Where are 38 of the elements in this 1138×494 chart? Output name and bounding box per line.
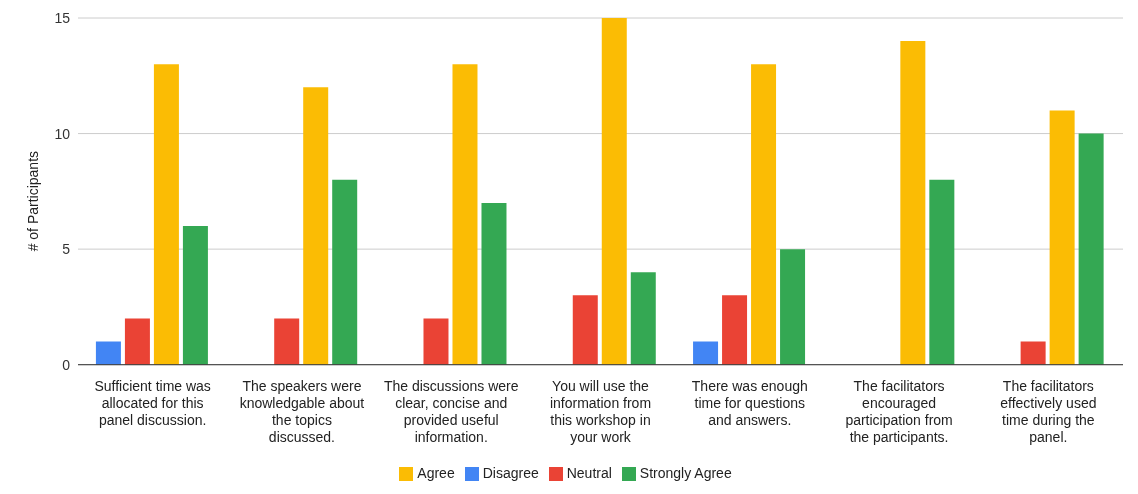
bar xyxy=(153,64,179,365)
x-tick-label: The facilitators encouraged participation from the participants. xyxy=(845,377,953,445)
x-tick-label: There was enough time for questions and answers. xyxy=(691,377,808,428)
x-tick-label: The discussions were clear, concise and provided useful information. xyxy=(383,377,519,445)
bar xyxy=(303,87,329,365)
bar xyxy=(751,64,777,365)
y-tick-label: 0 xyxy=(62,356,71,373)
bar xyxy=(900,41,926,365)
bar xyxy=(693,341,719,365)
bar xyxy=(929,179,955,365)
bar xyxy=(630,272,656,365)
bar xyxy=(95,341,121,365)
legend-label: Agree xyxy=(417,464,455,481)
legend-label: Disagree xyxy=(482,464,539,481)
bar xyxy=(452,64,478,365)
y-tick-label: 10 xyxy=(54,125,71,142)
bar xyxy=(601,18,627,365)
bar xyxy=(1049,110,1075,365)
bar xyxy=(572,295,598,365)
y-axis-title: # of Participants xyxy=(24,150,41,252)
x-tick-label: The speakers were knowledgable about the topics discussed. xyxy=(239,377,365,445)
y-tick-label: 15 xyxy=(54,9,71,26)
x-tick-label: The facilitators effectively used time during the panel. xyxy=(1000,377,1097,445)
bar xyxy=(182,226,208,365)
legend-label: Neutral xyxy=(566,464,612,481)
bar xyxy=(423,318,449,365)
bar xyxy=(481,202,507,365)
x-tick-label: You will use the information from this workshop in your work xyxy=(549,377,652,445)
bar xyxy=(1020,341,1046,365)
bar xyxy=(332,179,358,365)
bar xyxy=(1078,133,1104,365)
bar xyxy=(780,249,806,365)
bar xyxy=(722,295,748,365)
legend-label: Strongly Agree xyxy=(639,464,732,481)
bar xyxy=(124,318,150,365)
bar xyxy=(274,318,300,365)
y-tick-label: 5 xyxy=(62,241,71,258)
x-tick-label: Sufficient time was allocated for this panel discussion. xyxy=(94,377,211,428)
